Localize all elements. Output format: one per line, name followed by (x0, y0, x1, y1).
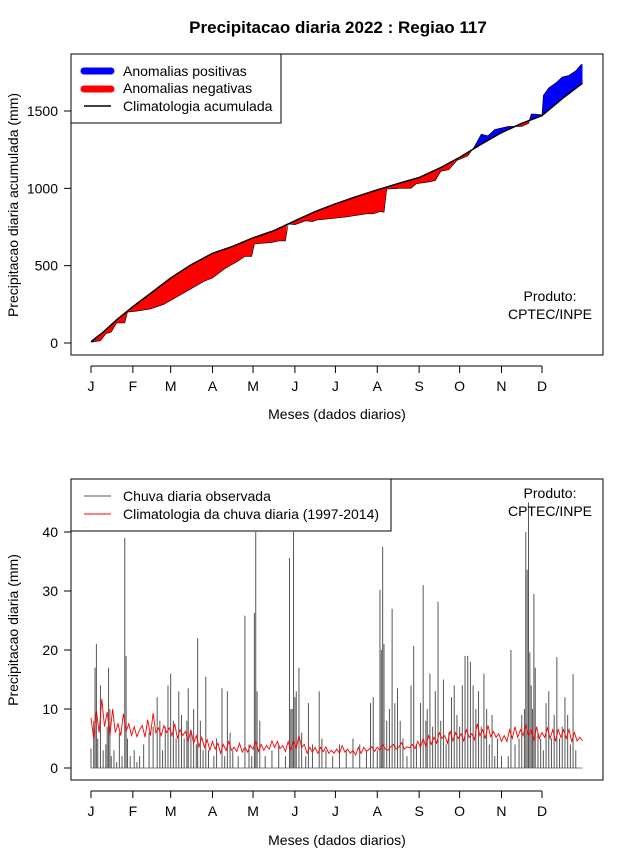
x-tick-label: M (247, 803, 259, 819)
y-tick-label: 20 (42, 642, 58, 658)
y-tick-label: 1500 (27, 103, 58, 119)
y-tick-label: 1000 (27, 180, 58, 196)
cumulative-panel: J F M A M J J A S O N D 0 500 1000 1500 Meses (dados d… (5, 53, 604, 422)
daily-panel: J F M A M J J A S O N D 0 10 20 30 40 Meses (dados diar… (5, 478, 604, 848)
daily-ylabel: Precipitacao diaria (mm) (5, 554, 21, 706)
y-tick-label: 500 (35, 258, 59, 274)
x-tick-label: M (165, 378, 177, 394)
x-tick-label: D (537, 803, 547, 819)
x-tick-label: M (165, 803, 177, 819)
x-tick-label: J (291, 378, 298, 394)
observed-cumulative-line (90, 64, 583, 343)
climatology-daily-line (90, 698, 583, 757)
y-tick-label: 0 (50, 335, 58, 351)
cumulative-ylabel: Precipitacao diaria acumulada (mm) (5, 93, 21, 317)
x-tick-label: O (454, 378, 465, 394)
y-tick-label: 40 (42, 524, 58, 540)
cumulative-legend: Anomalias positivas Anomalias negativas … (70, 53, 282, 124)
x-tick-label: S (414, 378, 423, 394)
x-tick-label: J (332, 803, 339, 819)
x-tick-label: J (88, 378, 95, 394)
x-tick-label: J (291, 803, 298, 819)
x-tick-label: F (129, 378, 138, 394)
product-label: Produto: (524, 485, 577, 501)
x-tick-label: D (537, 378, 547, 394)
x-tick-label: O (454, 803, 465, 819)
product-label: Produto: (524, 288, 577, 304)
daily-legend: Chuva diaria observada Climatologia da c… (70, 478, 392, 532)
daily-xlabel: Meses (dados diarios) (268, 832, 406, 848)
x-tick-label: A (373, 803, 383, 819)
legend-label-observed: Chuva diaria observada (123, 488, 271, 504)
x-tick-label: S (414, 803, 423, 819)
x-tick-label: J (332, 378, 339, 394)
legend-label-positive: Anomalias positivas (123, 63, 247, 79)
cumulative-xlabel: Meses (dados diarios) (268, 406, 406, 422)
x-tick-label: A (373, 378, 383, 394)
x-tick-label: A (208, 803, 218, 819)
x-tick-label: N (496, 378, 506, 394)
y-tick-label: 30 (42, 583, 58, 599)
positive-anomaly-area (529, 64, 583, 121)
legend-label-negative: Anomalias negativas (123, 80, 252, 96)
chart-title: Precipitacao diaria 2022 : Regiao 117 (189, 18, 487, 37)
legend-box (70, 478, 392, 532)
climatology-cumulative-line (90, 82, 583, 343)
x-tick-label: M (247, 378, 259, 394)
x-tick-label: N (496, 803, 506, 819)
negative-anomaly-area (91, 224, 287, 343)
negative-anomaly-area (289, 149, 472, 225)
y-tick-label: 0 (50, 760, 58, 776)
product-source: CPTEC/INPE (508, 503, 592, 519)
x-tick-label: A (208, 378, 218, 394)
product-source: CPTEC/INPE (508, 306, 592, 322)
legend-label-climatology: Climatologia acumulada (123, 98, 273, 114)
legend-label-climatology-daily: Climatologia da chuva diaria (1997-2014) (123, 506, 379, 522)
x-tick-label: F (129, 803, 138, 819)
x-tick-label: J (88, 803, 95, 819)
y-tick-label: 10 (42, 701, 58, 717)
